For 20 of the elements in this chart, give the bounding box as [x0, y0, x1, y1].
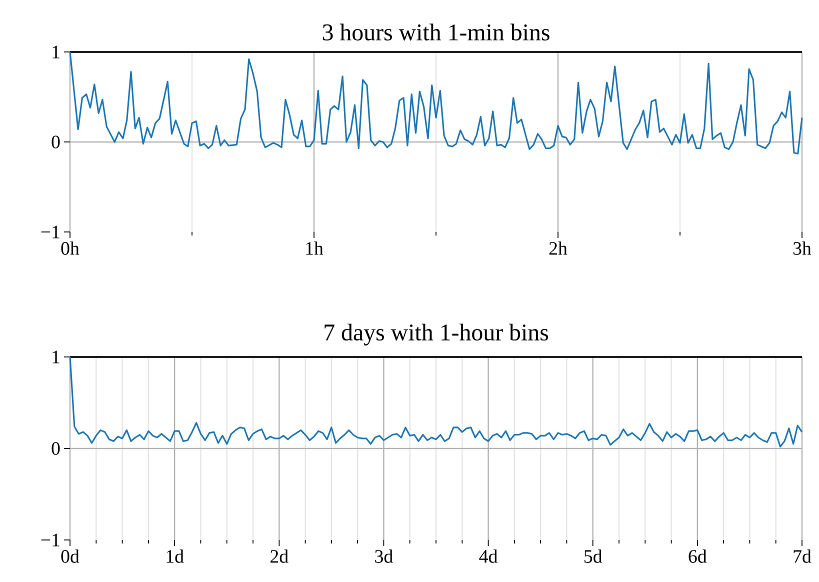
x-tick-label: 5d	[584, 550, 602, 563]
y-tick-label: 1	[52, 46, 60, 58]
chart-title: 7 days with 1-hour bins	[324, 324, 548, 346]
x-tick-label: 2h	[549, 242, 568, 255]
x-tick-label: 6d	[688, 550, 707, 563]
x-tick-label: 4d	[479, 550, 498, 563]
x-tick-label: 2d	[270, 550, 288, 563]
x-tick-label: 7d	[794, 550, 812, 563]
chart-title: 3 hours with 1-min bins	[322, 24, 550, 40]
y-tick-label: 1	[52, 350, 60, 364]
y-tick-label: −1	[41, 534, 60, 546]
x-tick-label: 3d	[375, 550, 393, 563]
y-tick-label: 0	[52, 442, 60, 455]
y-tick-label: −1	[41, 226, 60, 238]
x-tick-label: 1h	[306, 242, 324, 255]
x-tick-label: 1d	[166, 550, 184, 563]
x-tick-label: 0h	[61, 242, 80, 255]
y-tick-label: 0	[52, 136, 60, 148]
x-tick-label: 3h	[793, 242, 812, 255]
x-tick-label: 0d	[61, 550, 80, 563]
